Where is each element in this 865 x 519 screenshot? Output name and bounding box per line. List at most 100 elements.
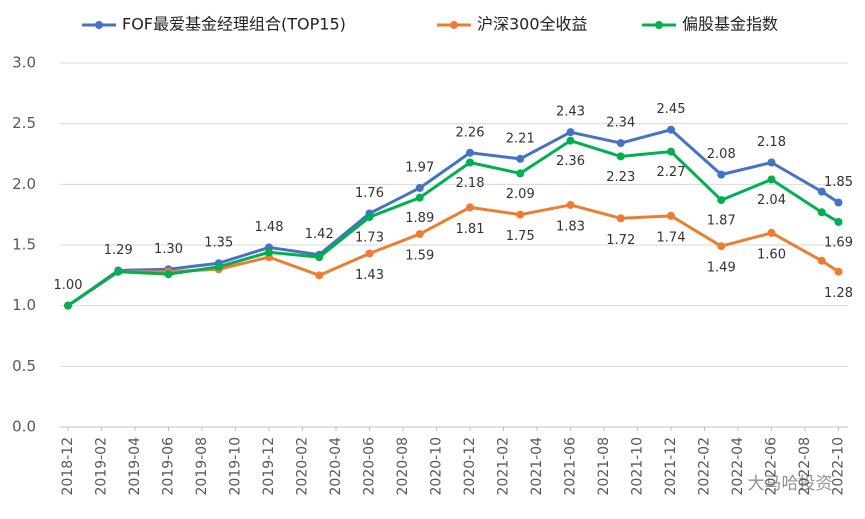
data-label: 1.72 [606, 233, 635, 248]
x-tick-label: 2022-04 [730, 437, 746, 496]
data-label: 2.18 [456, 176, 485, 191]
y-tick-label: 0.0 [12, 418, 36, 436]
x-tick-label: 2019-06 [161, 437, 177, 496]
point [566, 136, 575, 145]
data-label: 1.81 [456, 222, 485, 237]
x-tick-label: 2020-12 [462, 437, 478, 496]
point [667, 125, 675, 134]
data-label: 2.21 [506, 131, 535, 146]
data-label: 2.36 [556, 154, 585, 169]
legend-marker [655, 21, 663, 29]
point [516, 169, 525, 178]
point [717, 170, 726, 179]
data-label: 1.89 [405, 211, 434, 226]
y-tick-label: 1.0 [12, 296, 36, 314]
x-tick-label: 2020-04 [328, 437, 344, 496]
x-tick-label: 2021-02 [496, 437, 512, 496]
legend-marker [95, 21, 103, 29]
x-tick-label: 2018-12 [60, 437, 76, 496]
data-label: 2.23 [606, 170, 635, 185]
point [466, 203, 474, 212]
data-label: 2.04 [757, 193, 786, 208]
data-label: 1.69 [824, 235, 853, 250]
x-tick-label: 2019-04 [127, 437, 143, 496]
point [315, 271, 324, 280]
point [566, 200, 575, 209]
x-tick-label: 2020-08 [395, 437, 411, 496]
point [834, 198, 843, 207]
y-tick-label: 2.0 [12, 175, 36, 193]
data-label: 2.26 [456, 125, 485, 140]
point [415, 193, 424, 202]
x-tick-label: 2021-06 [563, 437, 579, 496]
legend-label: FOF最爱基金经理组合(TOP15) [122, 15, 346, 34]
point [365, 249, 374, 258]
point [415, 183, 424, 192]
x-tick-label: 2022-06 [764, 437, 780, 496]
point [164, 270, 173, 279]
data-label: 2.18 [757, 135, 786, 150]
x-tick-label: 2020-02 [295, 437, 311, 496]
point [64, 301, 72, 310]
data-label: 1.28 [824, 286, 853, 301]
point [767, 228, 776, 237]
data-label: 1.29 [104, 243, 133, 258]
point [817, 208, 826, 217]
data-label: 2.43 [556, 105, 585, 120]
x-tick-label: 2020-10 [429, 437, 445, 496]
x-tick-label: 2021-04 [529, 437, 545, 496]
watermark: 大马哈投资 [748, 474, 833, 494]
point [616, 214, 625, 223]
point [466, 148, 474, 157]
point [415, 230, 424, 239]
point [834, 267, 843, 276]
data-label: 2.34 [606, 116, 635, 131]
data-label: 1.74 [657, 230, 686, 245]
data-label: 1.73 [355, 231, 384, 246]
x-tick-label: 2019-12 [261, 437, 277, 496]
x-tick-label: 2019-08 [194, 437, 210, 496]
x-tick-label: 2022-08 [797, 437, 813, 496]
data-label: 1.43 [355, 268, 384, 283]
x-tick-label: 2022-10 [831, 437, 847, 496]
data-label: 2.45 [657, 102, 686, 117]
data-label: 1.60 [757, 247, 786, 262]
point [767, 158, 776, 167]
y-tick-label: 3.0 [12, 54, 36, 72]
data-label: 1.83 [556, 219, 585, 234]
point [616, 152, 625, 161]
legend-label: 偏股基金指数 [682, 15, 778, 34]
point [834, 217, 843, 226]
x-tick-label: 2019-02 [94, 437, 110, 496]
data-label: 1.48 [255, 220, 284, 235]
point [717, 196, 726, 205]
point [516, 154, 525, 163]
point [114, 267, 123, 276]
data-label: 1.00 [54, 278, 83, 293]
data-label: 2.27 [657, 165, 686, 180]
point [214, 262, 223, 271]
data-label: 1.59 [405, 249, 434, 264]
data-label: 1.85 [824, 175, 853, 190]
x-tick-label: 2019-10 [228, 437, 244, 496]
point [566, 128, 575, 137]
data-label: 1.35 [204, 236, 233, 251]
data-label: 1.30 [154, 242, 183, 257]
data-label: 1.42 [305, 227, 334, 242]
point [616, 139, 625, 148]
y-tick-label: 1.5 [12, 236, 36, 254]
point [717, 242, 726, 251]
point [817, 256, 826, 265]
data-label: 1.75 [506, 229, 535, 244]
point [265, 248, 273, 257]
data-label: 1.49 [707, 261, 736, 276]
point [667, 147, 675, 156]
point [767, 175, 776, 184]
data-label: 1.87 [707, 214, 736, 229]
point [817, 187, 826, 196]
data-label: 2.08 [707, 147, 736, 162]
legend-marker [450, 21, 458, 29]
data-label: 1.97 [405, 160, 434, 175]
legend-label: 沪深300全收益 [477, 15, 588, 34]
